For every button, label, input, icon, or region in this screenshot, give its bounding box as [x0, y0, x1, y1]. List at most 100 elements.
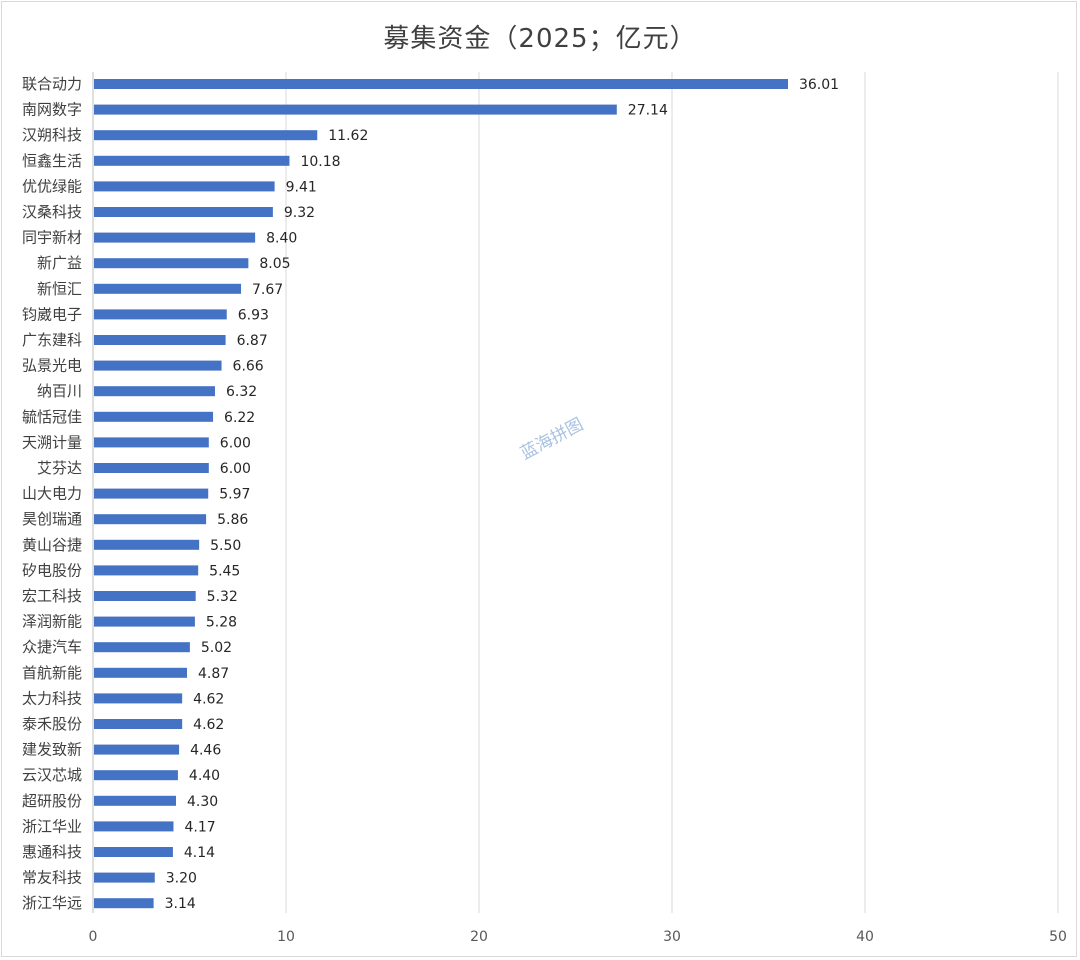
data-label: 27.14: [628, 103, 668, 119]
bar: [94, 821, 174, 832]
bar: [94, 898, 154, 909]
data-label: 5.02: [201, 640, 232, 656]
data-label: 8.40: [266, 231, 297, 247]
bar: [94, 616, 195, 627]
data-label: 7.67: [252, 282, 283, 298]
data-label: 36.01: [799, 77, 839, 93]
category-label: 钧崴电子: [22, 305, 82, 323]
data-label: 5.32: [207, 589, 238, 605]
data-label: 6.00: [220, 435, 251, 451]
category-label: 同宇新材: [22, 229, 82, 247]
x-tick-label: 50: [1049, 929, 1067, 945]
data-label: 9.41: [286, 179, 317, 195]
bar: [94, 360, 222, 371]
category-label: 矽电股份: [22, 561, 82, 579]
bar: [94, 872, 155, 883]
category-label: 泰禾股份: [22, 715, 82, 733]
category-label: 泽润新能: [22, 613, 82, 631]
category-label: 天溯计量: [22, 433, 82, 451]
category-label: 常友科技: [22, 869, 82, 887]
data-label: 5.28: [206, 615, 237, 631]
category-label: 新恒汇: [37, 280, 82, 298]
x-tick-label: 0: [89, 929, 98, 945]
category-label: 广东建科: [22, 331, 82, 349]
category-label: 黄山谷捷: [22, 536, 82, 554]
bar: [94, 155, 290, 166]
category-label: 毓恬冠佳: [22, 408, 82, 426]
bar: [94, 744, 180, 755]
data-label: 4.87: [198, 666, 229, 682]
data-label: 5.86: [217, 512, 248, 528]
bar: [94, 795, 176, 806]
category-label: 昊创瑞通: [22, 510, 82, 528]
category-label: 纳百川: [37, 382, 82, 400]
data-label: 9.32: [284, 205, 315, 221]
category-label: 南网数字: [22, 101, 82, 119]
bar: [94, 770, 178, 781]
category-label: 汉桑科技: [22, 203, 82, 221]
category-label: 浙江华业: [22, 817, 82, 835]
category-label: 宏工科技: [22, 587, 82, 605]
bar: [94, 514, 207, 525]
bar: [94, 130, 318, 141]
bar: [94, 591, 196, 601]
bar: [94, 283, 242, 294]
bar: [94, 539, 200, 550]
data-label: 10.18: [300, 154, 340, 170]
category-label: 超研股份: [22, 792, 82, 810]
category-label: 云汉芯城: [22, 766, 82, 784]
category-label: 汉朔科技: [22, 126, 82, 144]
bar: [94, 386, 215, 397]
category-label: 新广益: [37, 254, 82, 272]
data-label: 5.97: [219, 487, 250, 503]
data-label: 4.30: [187, 794, 218, 810]
category-label: 恒鑫生活: [22, 152, 82, 170]
bar: [94, 411, 214, 422]
category-label: 艾芬达: [37, 459, 82, 477]
data-label: 5.45: [209, 563, 240, 579]
bar: [94, 79, 788, 89]
data-label: 4.62: [193, 717, 224, 733]
category-label: 建发致新: [22, 741, 82, 759]
bar: [94, 719, 183, 729]
x-tick-label: 40: [856, 929, 874, 945]
data-label: 3.20: [166, 871, 197, 887]
bar: [94, 258, 249, 269]
chart-title: 募集资金（2025；亿元）: [383, 24, 697, 54]
x-tick-label: 20: [470, 929, 488, 945]
x-tick-label: 30: [663, 929, 681, 945]
category-label: 联合动力: [22, 75, 82, 93]
data-label: 6.66: [233, 359, 264, 375]
bar: [94, 667, 187, 678]
bar: [94, 309, 227, 320]
bar: [94, 488, 209, 499]
data-label: 4.46: [190, 743, 221, 759]
bar: [94, 437, 209, 448]
data-label: 3.14: [165, 896, 196, 912]
bar: [94, 181, 275, 192]
bar: [94, 565, 199, 576]
data-label: 6.22: [224, 410, 255, 426]
data-label: 5.50: [210, 538, 241, 554]
data-label: 4.62: [193, 691, 224, 707]
bar: [94, 693, 183, 704]
data-label: 4.17: [184, 819, 215, 835]
category-label: 浙江华远: [22, 894, 82, 912]
bar: [94, 463, 209, 473]
data-label: 6.93: [238, 307, 269, 323]
bar: [94, 847, 173, 857]
data-label: 6.32: [226, 384, 257, 400]
data-label: 4.14: [184, 845, 215, 861]
data-label: 6.00: [220, 461, 251, 477]
category-label: 弘景光电: [22, 357, 82, 375]
bar: [94, 104, 617, 115]
bar: [94, 232, 256, 243]
bar: [94, 207, 273, 217]
bar: [94, 642, 190, 653]
category-label: 首航新能: [22, 664, 82, 682]
category-label: 山大电力: [22, 485, 82, 503]
bar: [94, 335, 226, 345]
category-label: 太力科技: [22, 689, 82, 707]
category-label: 优优绿能: [22, 177, 82, 195]
